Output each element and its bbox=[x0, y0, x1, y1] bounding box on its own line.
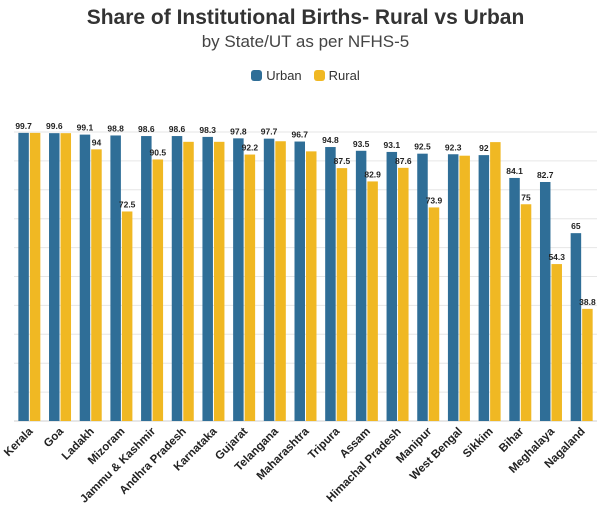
bar-rural bbox=[459, 155, 470, 421]
chart-subtitle: by State/UT as per NFHS-5 bbox=[201, 32, 410, 51]
bar-urban bbox=[141, 136, 152, 421]
bar-rural bbox=[336, 168, 348, 421]
data-label-rural: 75 bbox=[521, 192, 531, 202]
bar-rural bbox=[398, 167, 409, 421]
bar-urban bbox=[110, 135, 121, 421]
data-label-urban: 93.1 bbox=[384, 140, 401, 150]
chart-title: Share of Institutional Births- Rural vs … bbox=[86, 6, 525, 29]
x-tick-label: Kerala bbox=[2, 425, 36, 459]
bar-urban bbox=[202, 136, 213, 421]
data-label-urban: 92.5 bbox=[414, 142, 431, 152]
x-tick-label: Goa bbox=[42, 425, 67, 450]
bar-urban bbox=[570, 233, 582, 421]
bar-rural bbox=[91, 149, 102, 421]
data-label-rural: 82.9 bbox=[364, 169, 381, 179]
bar-urban bbox=[79, 134, 91, 421]
bar-rural bbox=[275, 141, 286, 422]
data-label-urban: 98.8 bbox=[107, 123, 124, 133]
bar-urban bbox=[18, 132, 29, 421]
bar-rural bbox=[582, 308, 593, 421]
data-label-urban: 99.7 bbox=[15, 121, 32, 131]
bar-rural bbox=[29, 132, 41, 421]
bar-urban bbox=[539, 181, 551, 421]
bar-urban bbox=[263, 138, 275, 421]
bar-rural bbox=[428, 207, 440, 421]
bar-urban bbox=[386, 151, 398, 422]
data-label-urban: 98.6 bbox=[169, 124, 186, 134]
data-label-rural: 87.5 bbox=[334, 156, 351, 166]
bar-urban bbox=[509, 177, 520, 421]
bar-urban bbox=[233, 138, 244, 421]
data-label-urban: 65 bbox=[571, 221, 581, 231]
data-label-rural: 73.9 bbox=[426, 195, 443, 205]
data-label-rural: 94 bbox=[92, 137, 102, 147]
data-label-urban: 92.3 bbox=[445, 142, 462, 152]
data-label-urban: 98.6 bbox=[138, 124, 155, 134]
legend-swatch-urban bbox=[251, 70, 263, 81]
bar-rural bbox=[121, 211, 133, 421]
data-label-urban: 94.8 bbox=[322, 135, 339, 145]
data-label-urban: 96.7 bbox=[291, 130, 308, 140]
bar-rural bbox=[183, 141, 194, 422]
x-tick-label: Bihar bbox=[497, 425, 527, 455]
data-label-urban: 97.7 bbox=[261, 127, 278, 137]
legend-label-urban: Urban bbox=[266, 68, 302, 83]
data-label-rural: 90.5 bbox=[150, 147, 167, 157]
data-label-rural: 72.5 bbox=[119, 199, 136, 209]
bar-rural bbox=[551, 264, 562, 421]
data-label-urban: 98.3 bbox=[199, 125, 216, 135]
data-label-urban: 93.5 bbox=[353, 139, 370, 149]
data-label-urban: 99.6 bbox=[46, 121, 63, 131]
bar-rural bbox=[244, 154, 256, 422]
data-label-urban: 97.8 bbox=[230, 126, 247, 136]
data-label-urban: 99.1 bbox=[77, 123, 94, 133]
bar-urban bbox=[447, 154, 459, 422]
data-label-urban: 84.1 bbox=[506, 166, 523, 176]
bar-rural bbox=[60, 133, 72, 421]
x-tick-label: Tripura bbox=[306, 425, 342, 461]
data-label-rural: 87.6 bbox=[395, 156, 412, 166]
bar-rural bbox=[367, 181, 378, 421]
x-tick-label: Sikkim bbox=[461, 426, 496, 461]
data-label-rural: 54.3 bbox=[548, 252, 565, 262]
bar-urban bbox=[294, 141, 305, 422]
bar-urban bbox=[49, 133, 60, 421]
legend-swatch-rural bbox=[313, 70, 325, 81]
legend-label-rural: Rural bbox=[328, 68, 360, 83]
chart-legend: Urban Rural bbox=[0, 68, 611, 83]
bar-urban bbox=[325, 147, 336, 421]
bar-rural bbox=[490, 142, 501, 422]
bar-rural bbox=[306, 151, 317, 421]
bar-rural bbox=[213, 141, 225, 422]
data-label-rural: 92.2 bbox=[242, 143, 259, 153]
data-label-urban: 92 bbox=[479, 143, 489, 153]
bars: 99.7 99.6 99.1 94 98.8 72.5 98.6 90.5 98.6 98.3 97… bbox=[15, 121, 596, 422]
bar-urban bbox=[478, 155, 490, 421]
bar-urban bbox=[171, 136, 183, 421]
bar-urban bbox=[355, 150, 367, 421]
bar-rural bbox=[152, 159, 164, 421]
data-label-urban: 82.7 bbox=[537, 170, 554, 180]
legend-item-urban[interactable]: Urban bbox=[251, 68, 302, 83]
bar-urban bbox=[417, 153, 428, 422]
data-label-rural: 38.8 bbox=[579, 297, 596, 307]
bar-rural bbox=[520, 204, 532, 421]
legend-item-rural[interactable]: Rural bbox=[313, 68, 360, 83]
